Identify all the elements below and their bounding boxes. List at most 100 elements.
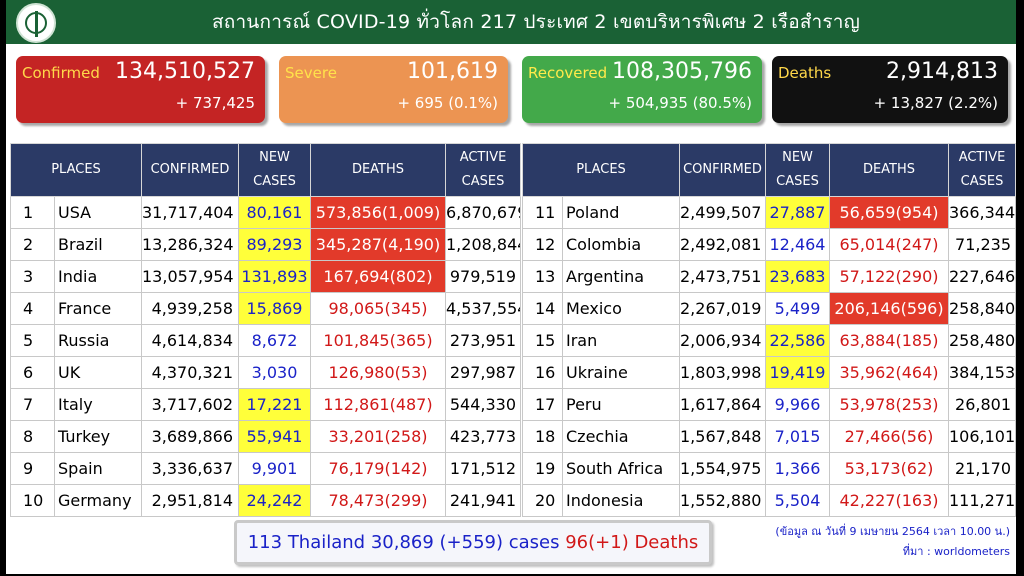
confirmed-cell: 3,689,866 (141, 420, 239, 453)
active-cases-cell: 1,208,844 (445, 228, 521, 261)
rank-cell: 8 (10, 420, 55, 453)
table-row: 5 Russia 4,614,834 8,672 101,845(365) 273,951 (10, 324, 521, 357)
place-cell: Turkey (54, 420, 142, 453)
place-cell: Russia (54, 324, 142, 357)
confirmed-cell: 2,492,081 (679, 228, 766, 261)
place-cell: Colombia (562, 228, 680, 261)
deaths-cell: 53,978(253) (829, 388, 949, 421)
rank-cell: 16 (522, 356, 563, 389)
confirmed-cell: 1,552,880 (679, 484, 766, 517)
deaths-cell: 65,014(247) (829, 228, 949, 261)
confirmed-cell: 1,567,848 (679, 420, 766, 453)
new-cases-cell: 12,464 (765, 228, 830, 261)
severe-change: + 695 (0.1%) (397, 94, 498, 112)
header-places: PLACES (522, 143, 680, 197)
rank-cell: 20 (522, 484, 563, 517)
table-row: 20 Indonesia 1,552,880 5,504 42,227(163) 111,… (522, 484, 1016, 517)
table-row: 15 Iran 2,006,934 22,586 63,884(185) 258,480 (522, 324, 1016, 357)
header-active-line2: CASES (960, 174, 1004, 189)
confirmed-cell: 4,939,258 (141, 292, 239, 325)
active-cases-cell: 6,870,679 (445, 196, 521, 229)
header-new-cases-line2: CASES (253, 174, 296, 189)
deaths-cell: 56,659(954) (829, 196, 949, 229)
rank-cell: 1 (10, 196, 55, 229)
slide: สถานการณ์ COVID-19 ทั่วโลก 217 ประเทศ 2 … (6, 0, 1016, 574)
active-cases-cell: 26,801 (948, 388, 1016, 421)
recovered-change: + 504,935 (80.5%) (608, 94, 753, 112)
new-cases-cell: 24,242 (238, 484, 311, 517)
new-cases-cell: 89,293 (238, 228, 311, 261)
recovered-label: Recovered (528, 64, 608, 82)
severe-value: 101,619 (407, 59, 498, 84)
header-active-line2: CASES (461, 174, 505, 189)
recovered-card: Recovered 108,305,796 + 504,935 (80.5%) (522, 56, 762, 123)
deaths-cell: 42,227(163) (829, 484, 949, 517)
deaths-cell: 53,173(62) (829, 452, 949, 485)
rank-cell: 13 (522, 260, 563, 293)
thailand-summary: 113 Thailand 30,869 (+559) cases 96(+1) … (234, 520, 712, 565)
active-cases-cell: 423,773 (445, 420, 521, 453)
header-confirmed: CONFIRMED (679, 143, 766, 197)
header-active-cases: ACTIVE CASES (948, 143, 1016, 197)
deaths-cell: 345,287(4,190) (310, 228, 446, 261)
new-cases-cell: 3,030 (238, 356, 311, 389)
confirmed-cell: 13,286,324 (141, 228, 239, 261)
table-row: 2 Brazil 13,286,324 89,293 345,287(4,190) 1,2… (10, 228, 521, 261)
table-row: 14 Mexico 2,267,019 5,499 206,146(596) 258,84… (522, 292, 1016, 325)
active-cases-cell: 979,519 (445, 260, 521, 293)
rank-cell: 7 (10, 388, 55, 421)
new-cases-cell: 22,586 (765, 324, 830, 357)
deaths-cell: 35,962(464) (829, 356, 949, 389)
place-cell: Italy (54, 388, 142, 421)
deaths-cell: 57,122(290) (829, 260, 949, 293)
active-cases-cell: 544,330 (445, 388, 521, 421)
deaths-cell: 33,201(258) (310, 420, 446, 453)
deaths-change: + 13,827 (2.2%) (873, 94, 998, 112)
confirmed-cell: 2,473,751 (679, 260, 766, 293)
deaths-cell: 126,980(53) (310, 356, 446, 389)
new-cases-cell: 27,887 (765, 196, 830, 229)
rank-cell: 19 (522, 452, 563, 485)
new-cases-cell: 1,366 (765, 452, 830, 485)
confirmed-cell: 2,499,507 (679, 196, 766, 229)
place-cell: France (54, 292, 142, 325)
place-cell: Germany (54, 484, 142, 517)
confirmed-card: Confirmed 134,510,527 + 737,425 (16, 56, 265, 123)
active-cases-cell: 171,512 (445, 452, 521, 485)
deaths-cell: 101,845(365) (310, 324, 446, 357)
table-row: 18 Czechia 1,567,848 7,015 27,466(56) 106,101 (522, 420, 1016, 453)
header-new-cases-line1: NEW (259, 150, 290, 165)
place-cell: Ukraine (562, 356, 680, 389)
title-bar: สถานการณ์ COVID-19 ทั่วโลก 217 ประเทศ 2 … (6, 0, 1016, 44)
severe-label: Severe (285, 64, 337, 82)
table-row: 6 UK 4,370,321 3,030 126,980(53) 297,987 (10, 356, 521, 389)
recovered-value: 108,305,796 (612, 59, 752, 84)
table-row: 3 India 13,057,954 131,893 167,694(802) 979,5… (10, 260, 521, 293)
deaths-value: 2,914,813 (886, 59, 998, 84)
place-cell: Indonesia (562, 484, 680, 517)
active-cases-cell: 297,987 (445, 356, 521, 389)
thailand-deaths: 96(+1) Deaths (565, 532, 699, 553)
header-new-cases: NEW CASES (238, 143, 311, 197)
place-cell: Argentina (562, 260, 680, 293)
rank-cell: 14 (522, 292, 563, 325)
header-new-cases-line2: CASES (776, 174, 819, 189)
rank-cell: 10 (10, 484, 55, 517)
table-row: 4 France 4,939,258 15,869 98,065(345) 4,537,5… (10, 292, 521, 325)
header-places: PLACES (10, 143, 142, 197)
active-cases-cell: 4,537,554 (445, 292, 521, 325)
active-cases-cell: 241,941 (445, 484, 521, 517)
table-body-right: 11 Poland 2,499,507 27,887 56,659(954) 366,34… (522, 196, 1016, 517)
place-cell: India (54, 260, 142, 293)
confirmed-cell: 4,370,321 (141, 356, 239, 389)
place-cell: Iran (562, 324, 680, 357)
header-confirmed: CONFIRMED (141, 143, 239, 197)
countries-table-right: PLACES CONFIRMED NEW CASES DEATHS ACTIVE C… (522, 143, 1016, 517)
new-cases-cell: 9,966 (765, 388, 830, 421)
confirmed-cell: 2,267,019 (679, 292, 766, 325)
new-cases-cell: 8,672 (238, 324, 311, 357)
new-cases-cell: 15,869 (238, 292, 311, 325)
deaths-cell: 78,473(299) (310, 484, 446, 517)
table-body-left: 1 USA 31,717,404 80,161 573,856(1,009) 6,870,… (10, 196, 521, 517)
place-cell: South Africa (562, 452, 680, 485)
